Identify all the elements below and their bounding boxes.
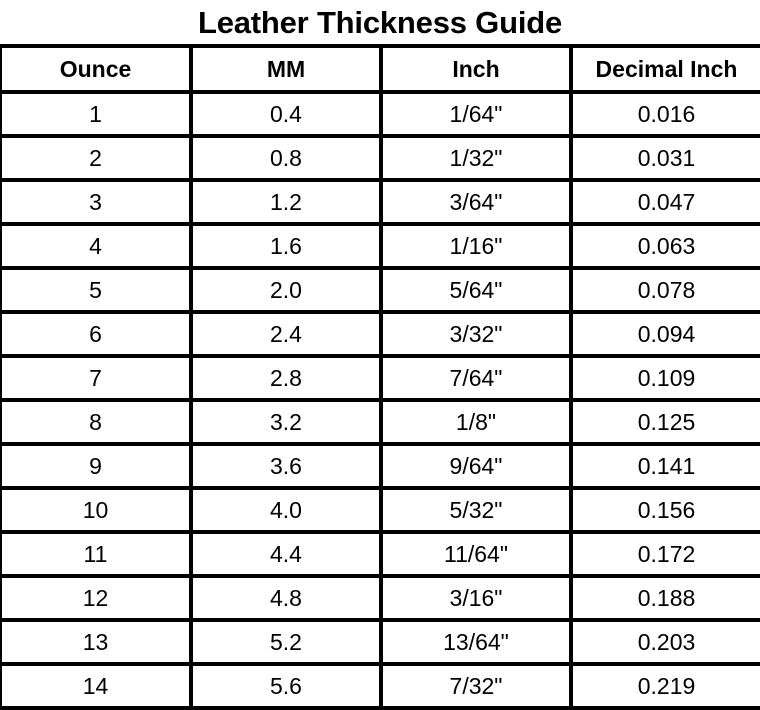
table-header-row: Ounce MM Inch Decimal Inch bbox=[0, 44, 760, 94]
cell-inch: 3/64" bbox=[379, 178, 573, 226]
cell-ounce: 5 bbox=[0, 266, 193, 314]
cell-mm: 3.2 bbox=[189, 398, 383, 446]
column-header-decimal-inch: Decimal Inch bbox=[569, 44, 760, 94]
cell-ounce: 14 bbox=[0, 662, 193, 710]
title-row: Leather Thickness Guide bbox=[0, 0, 760, 44]
table-row: 4 1.6 1/16" 0.063 bbox=[0, 222, 760, 270]
cell-ounce: 10 bbox=[0, 486, 193, 534]
table-row: 8 3.2 1/8" 0.125 bbox=[0, 398, 760, 446]
table-row: 1 0.4 1/64" 0.016 bbox=[0, 90, 760, 138]
table-row: 13 5.2 13/64" 0.203 bbox=[0, 618, 760, 666]
cell-mm: 0.4 bbox=[189, 90, 383, 138]
cell-mm: 5.2 bbox=[189, 618, 383, 666]
cell-mm: 2.4 bbox=[189, 310, 383, 358]
cell-decimal-inch: 0.031 bbox=[569, 134, 760, 182]
cell-decimal-inch: 0.203 bbox=[569, 618, 760, 666]
cell-ounce: 13 bbox=[0, 618, 193, 666]
cell-ounce: 4 bbox=[0, 222, 193, 270]
table-body: 1 0.4 1/64" 0.016 2 0.8 1/32" 0.031 3 1.… bbox=[0, 90, 760, 710]
cell-mm: 5.6 bbox=[189, 662, 383, 710]
cell-mm: 2.0 bbox=[189, 266, 383, 314]
cell-decimal-inch: 0.109 bbox=[569, 354, 760, 402]
table-row: 5 2.0 5/64" 0.078 bbox=[0, 266, 760, 314]
cell-mm: 2.8 bbox=[189, 354, 383, 402]
cell-inch: 7/32" bbox=[379, 662, 573, 710]
table-row: 14 5.6 7/32" 0.219 bbox=[0, 662, 760, 710]
cell-decimal-inch: 0.188 bbox=[569, 574, 760, 622]
cell-mm: 4.8 bbox=[189, 574, 383, 622]
cell-mm: 4.4 bbox=[189, 530, 383, 578]
table-header: Ounce MM Inch Decimal Inch bbox=[0, 44, 760, 94]
page-title: Leather Thickness Guide bbox=[197, 4, 563, 40]
table-row: 9 3.6 9/64" 0.141 bbox=[0, 442, 760, 490]
cell-ounce: 7 bbox=[0, 354, 193, 402]
cell-decimal-inch: 0.047 bbox=[569, 178, 760, 226]
cell-inch: 1/32" bbox=[379, 134, 573, 182]
cell-mm: 0.8 bbox=[189, 134, 383, 182]
table-row: 3 1.2 3/64" 0.047 bbox=[0, 178, 760, 226]
cell-decimal-inch: 0.063 bbox=[569, 222, 760, 270]
table-row: 10 4.0 5/32" 0.156 bbox=[0, 486, 760, 534]
cell-ounce: 9 bbox=[0, 442, 193, 490]
cell-decimal-inch: 0.016 bbox=[569, 90, 760, 138]
cell-decimal-inch: 0.125 bbox=[569, 398, 760, 446]
cell-ounce: 1 bbox=[0, 90, 193, 138]
cell-decimal-inch: 0.156 bbox=[569, 486, 760, 534]
cell-ounce: 8 bbox=[0, 398, 193, 446]
cell-decimal-inch: 0.172 bbox=[569, 530, 760, 578]
cell-ounce: 3 bbox=[0, 178, 193, 226]
table-row: 6 2.4 3/32" 0.094 bbox=[0, 310, 760, 358]
column-header-ounce: Ounce bbox=[0, 44, 193, 94]
table-row: 12 4.8 3/16" 0.188 bbox=[0, 574, 760, 622]
cell-inch: 9/64" bbox=[379, 442, 573, 490]
cell-mm: 4.0 bbox=[189, 486, 383, 534]
cell-decimal-inch: 0.094 bbox=[569, 310, 760, 358]
cell-mm: 1.6 bbox=[189, 222, 383, 270]
cell-inch: 1/16" bbox=[379, 222, 573, 270]
cell-decimal-inch: 0.219 bbox=[569, 662, 760, 710]
cell-ounce: 6 bbox=[0, 310, 193, 358]
cell-inch: 1/8" bbox=[379, 398, 573, 446]
cell-inch: 7/64" bbox=[379, 354, 573, 402]
table-row: 11 4.4 11/64" 0.172 bbox=[0, 530, 760, 578]
cell-inch: 1/64" bbox=[379, 90, 573, 138]
cell-inch: 3/16" bbox=[379, 574, 573, 622]
cell-inch: 5/32" bbox=[379, 486, 573, 534]
cell-decimal-inch: 0.141 bbox=[569, 442, 760, 490]
cell-ounce: 2 bbox=[0, 134, 193, 182]
table-row: 7 2.8 7/64" 0.109 bbox=[0, 354, 760, 402]
cell-mm: 3.6 bbox=[189, 442, 383, 490]
cell-ounce: 11 bbox=[0, 530, 193, 578]
column-header-mm: MM bbox=[189, 44, 383, 94]
cell-inch: 3/32" bbox=[379, 310, 573, 358]
cell-ounce: 12 bbox=[0, 574, 193, 622]
column-header-inch: Inch bbox=[379, 44, 573, 94]
cell-decimal-inch: 0.078 bbox=[569, 266, 760, 314]
table-row: 2 0.8 1/32" 0.031 bbox=[0, 134, 760, 182]
cell-mm: 1.2 bbox=[189, 178, 383, 226]
cell-inch: 13/64" bbox=[379, 618, 573, 666]
cell-inch: 11/64" bbox=[379, 530, 573, 578]
leather-thickness-table: Ounce MM Inch Decimal Inch 1 0.4 1/64" 0… bbox=[0, 44, 760, 710]
cell-inch: 5/64" bbox=[379, 266, 573, 314]
